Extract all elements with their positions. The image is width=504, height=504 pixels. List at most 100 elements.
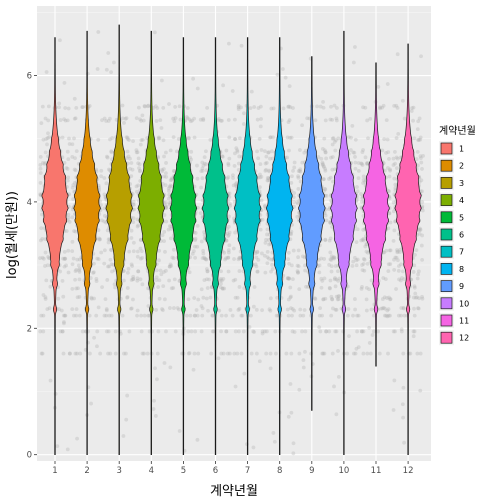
jitter-point — [206, 270, 210, 274]
jitter-point — [396, 258, 400, 262]
jitter-point — [387, 157, 391, 161]
jitter-point — [347, 135, 351, 139]
jitter-point — [196, 314, 200, 318]
jitter-point — [195, 245, 199, 249]
jitter-point — [201, 256, 205, 260]
jitter-point — [128, 330, 132, 334]
jitter-point — [402, 441, 406, 445]
jitter-point — [42, 257, 46, 261]
legend-label: 11 — [459, 317, 469, 326]
jitter-point — [74, 106, 78, 110]
jitter-point — [291, 277, 295, 281]
jitter-point — [102, 220, 106, 224]
jitter-point — [263, 330, 267, 334]
jitter-point — [233, 137, 237, 141]
x-tick-label: 8 — [277, 466, 282, 476]
jitter-point — [102, 176, 106, 180]
jitter-point — [395, 166, 399, 170]
jitter-point — [164, 151, 168, 155]
jitter-point — [43, 162, 47, 166]
jitter-point — [385, 118, 389, 122]
jitter-point — [333, 277, 337, 281]
jitter-point — [95, 279, 99, 283]
jitter-point — [249, 106, 253, 110]
jitter-point — [187, 136, 191, 140]
jitter-point — [264, 352, 268, 356]
jitter-point — [63, 265, 67, 269]
jitter-point — [393, 150, 397, 154]
jitter-point — [300, 330, 304, 334]
jitter-point — [420, 258, 424, 262]
jitter-point — [136, 183, 140, 187]
jitter-point — [59, 118, 63, 122]
jitter-point — [365, 286, 369, 290]
jitter-point — [195, 164, 199, 168]
jitter-point — [63, 106, 67, 110]
jitter-point — [222, 251, 226, 255]
jitter-point — [88, 104, 92, 108]
jitter-point — [395, 155, 399, 159]
jitter-point — [70, 215, 74, 219]
jitter-point — [57, 101, 61, 105]
jitter-point — [255, 308, 259, 312]
jitter-point — [126, 286, 130, 290]
jitter-point — [114, 330, 118, 334]
jitter-point — [392, 408, 396, 412]
jitter-point — [179, 118, 183, 122]
jitter-point — [88, 314, 92, 318]
jitter-point — [167, 279, 171, 283]
jitter-point — [39, 181, 43, 185]
jitter-point — [418, 117, 422, 121]
jitter-point — [42, 138, 46, 142]
jitter-point — [227, 270, 231, 274]
jitter-point — [102, 262, 106, 266]
jitter-point — [365, 250, 369, 254]
jitter-point — [320, 286, 324, 290]
jitter-point — [124, 117, 128, 121]
jitter-point — [412, 263, 416, 267]
jitter-point — [74, 352, 78, 356]
jitter-point — [66, 447, 70, 451]
jitter-point — [259, 117, 263, 121]
jitter-point — [164, 330, 168, 334]
jitter-point — [114, 352, 118, 356]
jitter-point — [171, 117, 175, 121]
jitter-point — [46, 119, 50, 123]
jitter-point — [104, 297, 108, 301]
jitter-point — [288, 118, 292, 122]
jitter-point — [334, 264, 338, 268]
jitter-point — [39, 121, 43, 125]
jitter-point — [159, 269, 163, 273]
jitter-point — [273, 330, 277, 334]
jitter-point — [321, 100, 325, 104]
jitter-point — [75, 307, 79, 311]
jitter-point — [385, 296, 389, 300]
jitter-point — [347, 334, 351, 338]
jitter-point — [332, 385, 336, 389]
jitter-point — [290, 174, 294, 178]
jitter-point — [302, 358, 306, 362]
jitter-point — [304, 285, 308, 289]
jitter-point — [147, 104, 151, 108]
jitter-point — [60, 309, 64, 313]
jitter-point — [135, 279, 139, 283]
jitter-point — [121, 314, 125, 318]
jitter-point — [378, 352, 382, 356]
jitter-point — [324, 214, 328, 218]
jitter-point — [242, 122, 246, 126]
jitter-point — [413, 253, 417, 257]
legend-key-11 — [441, 315, 452, 326]
jitter-point — [128, 167, 132, 171]
jitter-point — [92, 336, 96, 340]
jitter-point — [355, 263, 359, 267]
jitter-point — [274, 352, 278, 356]
jitter-point — [172, 248, 176, 252]
jitter-point — [300, 123, 304, 127]
jitter-point — [393, 330, 397, 334]
jitter-point — [158, 297, 162, 301]
legend-key-2 — [441, 160, 452, 171]
jitter-point — [124, 418, 128, 422]
jitter-point — [67, 107, 71, 111]
jitter-point — [191, 77, 195, 81]
x-tick-label: 3 — [116, 466, 121, 476]
